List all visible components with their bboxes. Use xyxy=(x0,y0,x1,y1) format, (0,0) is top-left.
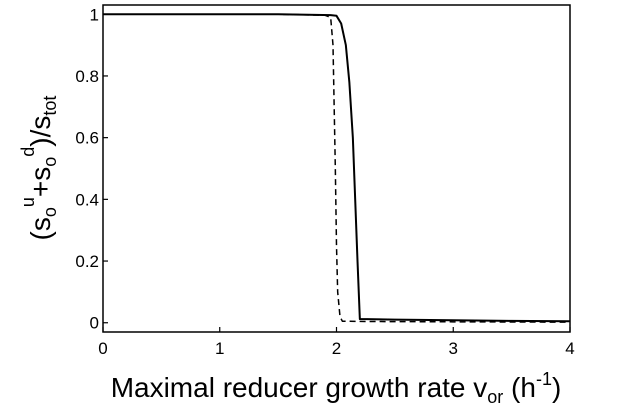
x-axis-label: Maximal reducer growth rate vor (h-1) xyxy=(111,369,562,407)
y-tick-label-0.4: 0.4 xyxy=(75,190,99,209)
plot-area xyxy=(102,4,571,333)
y-axis-ticks: 0 0.2 0.4 0.6 0.8 1 xyxy=(75,5,108,333)
plot-frame xyxy=(102,4,571,333)
series-line-1 xyxy=(103,13,571,323)
x-axis-ticks: 0 1 2 3 4 xyxy=(98,327,575,358)
y-axis-label: (sou+sod)/stot xyxy=(18,96,60,241)
x-tick-label-3: 3 xyxy=(449,339,458,358)
y-tick-label-1: 1 xyxy=(90,5,99,24)
x-tick-label-2: 2 xyxy=(332,339,341,358)
x-tick-label-0: 0 xyxy=(98,339,107,358)
series-line-2 xyxy=(103,13,571,323)
y-tick-label-0.6: 0.6 xyxy=(75,129,99,148)
y-tick-label-0.8: 0.8 xyxy=(75,67,99,86)
x-tick-label-1: 1 xyxy=(215,339,224,358)
x-tick-label-4: 4 xyxy=(565,339,574,358)
y-tick-label-0: 0 xyxy=(90,314,99,333)
y-tick-label-0.2: 0.2 xyxy=(75,252,99,271)
